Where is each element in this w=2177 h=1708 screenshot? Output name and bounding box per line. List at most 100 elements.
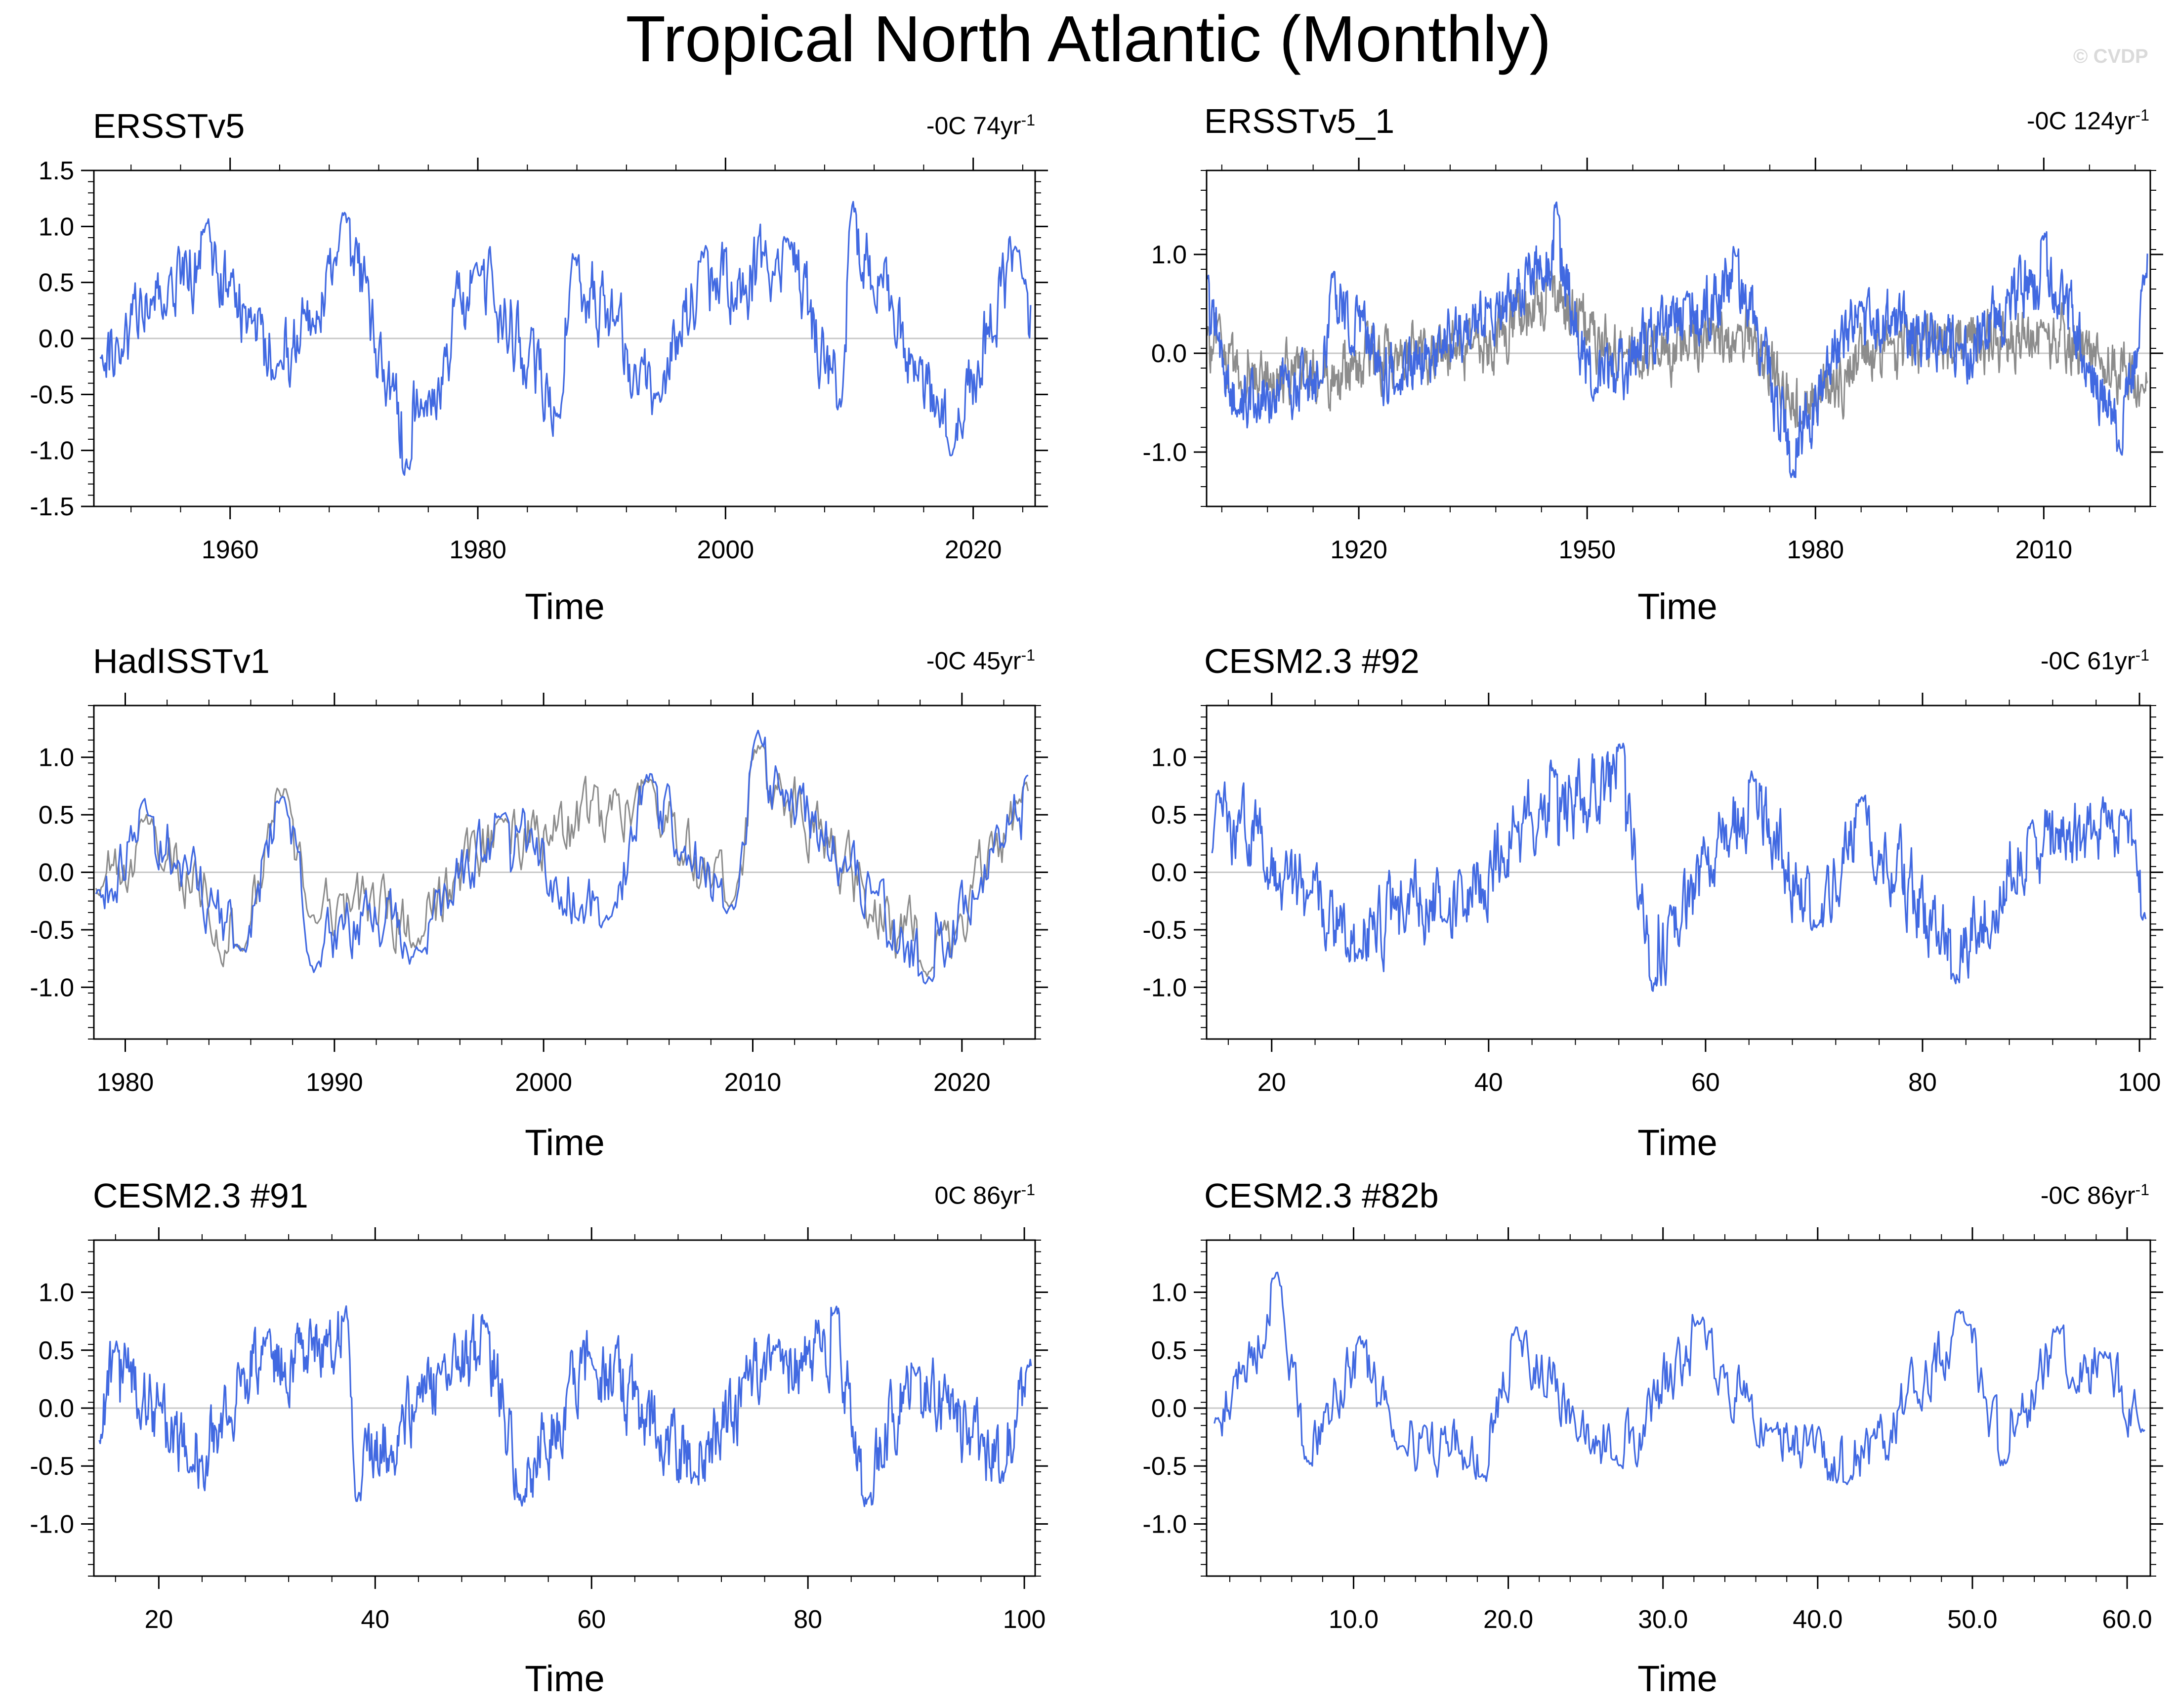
y-tick-label: -1.0 [30,1510,74,1539]
line-chart: -1.0 -0.5 0.0 0.5 1.0 10.0 20.0 30.0 40.0 50.0 60.… [1142,1227,2163,1634]
x-tick-label: 100 [2118,1068,2161,1097]
x-tick-label: 40 [1474,1068,1503,1097]
x-tick-label: 100 [1003,1605,1046,1634]
series-line [95,729,1029,985]
series-line [98,1305,1032,1507]
y-tick-label: 0.5 [1151,1336,1187,1365]
trend-label: 0C 86yr-1 [934,1181,1035,1210]
x-axis-title: Time [1637,586,1717,627]
y-tick-label: -1.0 [30,973,74,1002]
y-tick-label: 0.0 [1151,339,1187,368]
y-tick-label: 1.5 [39,157,74,185]
reference-series-line [95,745,1029,977]
y-tick-label: 0.0 [39,859,74,887]
trend-value: -0C 74yr [926,112,1021,140]
trend-label: -0C 74yr-1 [926,111,1035,140]
y-tick-label: 0.0 [1151,859,1187,887]
y-tick-label: 0.5 [39,801,74,830]
watermark: © CVDP [2073,45,2148,67]
trend-value: -0C 45yr [926,647,1021,675]
line-chart: -1.0 -0.5 0.0 0.5 1.0 1980 1990 2000 2010 2020 [30,693,1048,1097]
y-tick-label: 0.0 [39,325,74,353]
series-line [1211,743,2147,992]
x-tick-label: 1990 [306,1068,363,1097]
x-tick-label: 40.0 [1793,1605,1842,1634]
y-tick-label: 1.0 [1151,1279,1187,1307]
x-tick-label: 1950 [1558,536,1616,564]
y-tick-label: 1.0 [39,744,74,772]
x-axis-title: Time [525,586,605,627]
y-tick-label: 0.5 [39,1336,74,1365]
x-tick-label: 20.0 [1483,1605,1533,1634]
trend-exponent: -1 [1021,111,1035,129]
line-chart: -1.0 -0.5 0.0 0.5 1.0 20 40 60 80 100 [30,1227,1048,1634]
y-tick-label: -0.5 [30,916,74,945]
series-line [1214,1271,2145,1485]
line-chart: -1.0 0.0 1.0 1920 1950 1980 2010 [1142,158,2163,564]
trend-label: -0C 124yr-1 [2027,106,2149,135]
y-tick-label: -1.0 [30,437,74,465]
x-tick-label: 2020 [945,536,1002,564]
y-tick-label: -1.0 [1142,973,1187,1002]
trend-label: -0C 45yr-1 [926,646,1035,675]
series-line [99,201,1032,476]
x-axis-title: Time [525,1658,605,1699]
x-axis-title: Time [525,1122,605,1163]
x-tick-label: 1980 [1787,536,1844,564]
trend-exponent: -1 [1021,1181,1035,1199]
panel-title: ERSSTv5 [93,107,245,145]
x-tick-label: 40 [361,1605,389,1634]
x-tick-label: 2000 [697,536,754,564]
trend-exponent: -1 [2135,646,2149,664]
y-tick-label: 0.0 [39,1394,74,1423]
x-axis-title: Time [1637,1658,1717,1699]
x-tick-label: 20 [144,1605,173,1634]
y-tick-label: 0.5 [39,269,74,297]
x-tick-label: 60 [1691,1068,1720,1097]
x-tick-label: 2000 [515,1068,572,1097]
y-tick-label: -1.0 [1142,1510,1187,1539]
x-tick-label: 60.0 [2102,1605,2152,1634]
y-tick-label: 0.0 [1151,1394,1187,1423]
x-tick-label: 20 [1257,1068,1286,1097]
x-tick-label: 30.0 [1638,1605,1688,1634]
x-tick-label: 10.0 [1329,1605,1379,1634]
x-tick-label: 60 [577,1605,606,1634]
panel-title: CESM2.3 #91 [93,1176,308,1215]
trend-exponent: -1 [2135,106,2149,124]
y-tick-label: 1.0 [1151,241,1187,269]
x-axis-title: Time [1637,1122,1717,1163]
x-tick-label: 1980 [449,536,506,564]
trend-value: -0C 86yr [2040,1181,2135,1209]
x-tick-label: 1960 [202,536,259,564]
y-tick-label: -0.5 [1142,1452,1187,1481]
y-tick-label: 0.5 [1151,801,1187,830]
panel-title: HadISSTv1 [93,642,270,680]
trend-value: 0C 86yr [934,1181,1021,1209]
line-chart: -1.5 -1.0 -0.5 0.0 0.5 1.0 1.5 1960 1980 2000 2020 [30,157,1048,564]
y-tick-label: -0.5 [30,380,74,409]
trend-value: -0C 61yr [2040,647,2135,675]
x-tick-label: 2010 [724,1068,782,1097]
y-tick-label: -1.0 [1142,438,1187,467]
trend-exponent: -1 [2135,1181,2149,1199]
series-line [1206,201,2148,478]
y-tick-label: 1.0 [39,1279,74,1307]
x-tick-label: 2020 [933,1068,991,1097]
trend-value: -0C 124yr [2027,107,2135,135]
x-tick-label: 1920 [1330,536,1387,564]
trend-label: -0C 61yr-1 [2041,646,2149,675]
x-tick-label: 50.0 [1947,1605,1997,1634]
y-tick-label: -0.5 [1142,916,1187,945]
trend-label: -0C 86yr-1 [2041,1181,2149,1210]
x-tick-label: 2010 [2015,536,2073,564]
y-tick-label: 1.0 [39,212,74,241]
y-tick-label: 1.0 [1151,744,1187,772]
trend-exponent: -1 [1021,646,1035,664]
panel-title: CESM2.3 #92 [1204,642,1420,680]
y-tick-label: -0.5 [30,1452,74,1481]
x-tick-label: 80 [794,1605,822,1634]
panel-title: CESM2.3 #82b [1204,1176,1439,1215]
y-tick-label: -1.5 [30,493,74,521]
line-chart: -1.0 -0.5 0.0 0.5 1.0 20 40 60 80 100 [1142,693,2163,1097]
